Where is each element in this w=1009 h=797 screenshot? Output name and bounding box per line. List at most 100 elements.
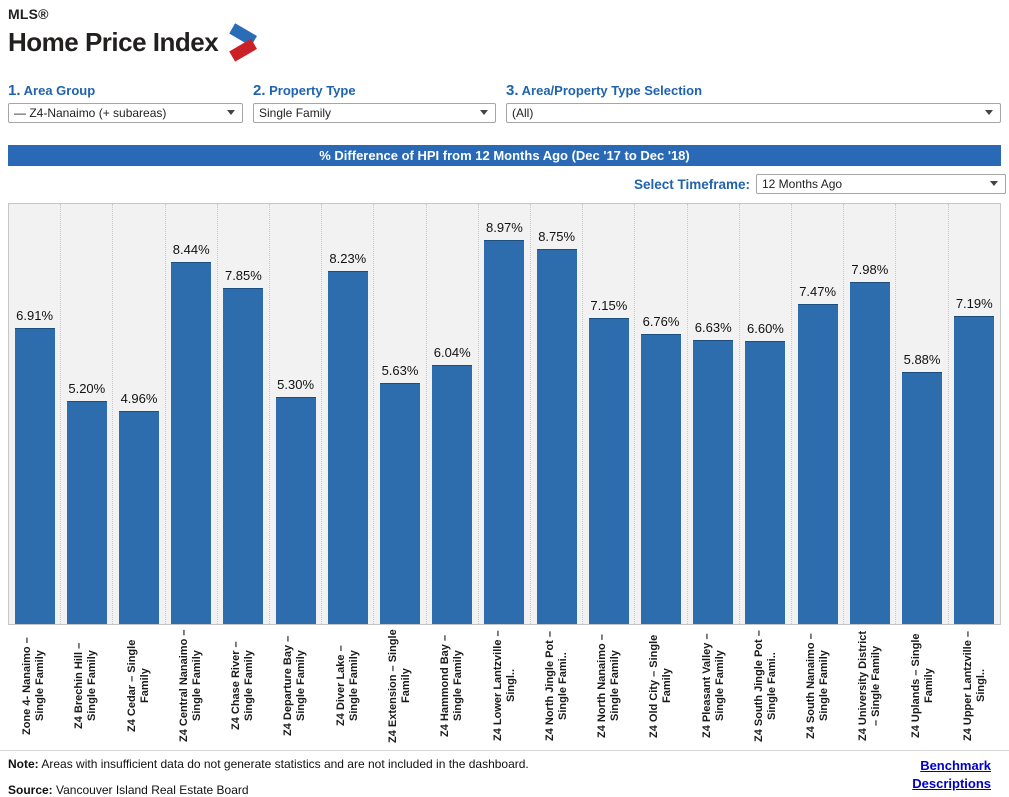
- area-group-label: 1. Area Group: [8, 82, 243, 99]
- x-axis-label-cell: Z4 Extension – Single Family: [374, 625, 426, 748]
- bar[interactable]: [745, 341, 786, 624]
- filter-bar: 1. Area Group — Z4-Nanaimo (+ subareas) …: [8, 82, 1001, 123]
- bar[interactable]: [954, 316, 995, 624]
- bar-chart-x-axis-labels: Zone 4- Nanaimo – Single Family Z4 Brechi…: [8, 625, 1001, 748]
- x-axis-label-cell: Z4 South Nanaimo – Single Family: [792, 625, 844, 748]
- bar-value-label: 6.63%: [694, 320, 732, 335]
- chart-column: 5.88%: [896, 204, 949, 624]
- x-axis-label-cell: Z4 South Jingle Pot – Single Fami..: [740, 625, 792, 748]
- chart-column: 6.91%: [9, 204, 62, 624]
- x-axis-label-cell: Z4 Diver Lake – Single Family: [322, 625, 374, 748]
- chart-title: % Difference of HPI from 12 Months Ago (…: [319, 148, 690, 163]
- benchmark-descriptions-link-block: Benchmark Descriptions: [891, 757, 1001, 797]
- timeframe-select[interactable]: 12 Months Ago: [756, 174, 1006, 194]
- x-axis-label: Z4 University District – Single Family: [857, 630, 883, 742]
- bar-value-label: 7.98%: [851, 262, 889, 277]
- bar-value-label: 6.91%: [16, 308, 54, 323]
- footer: Note: Areas with insufficient data do no…: [0, 750, 1009, 797]
- property-type-label: 2. Property Type: [253, 82, 496, 99]
- bar-value-label: 8.75%: [538, 229, 576, 244]
- bar[interactable]: [275, 397, 316, 624]
- area-property-selection-number: 3.: [506, 82, 519, 99]
- note-text: Areas with insufficient data do not gene…: [38, 757, 529, 771]
- x-axis-label-cell: Z4 Hammond Bay – Single Family: [426, 625, 478, 748]
- chart-column: 6.60%: [740, 204, 793, 624]
- x-axis-label: Z4 Central Nanaimo – Single Family: [177, 629, 203, 743]
- bar[interactable]: [223, 288, 264, 624]
- chart-column: 8.97%: [479, 204, 532, 624]
- chart-column: 4.96%: [113, 204, 166, 624]
- chart-column: 5.20%: [61, 204, 114, 624]
- bar[interactable]: [693, 340, 734, 624]
- chart-column: 7.98%: [844, 204, 897, 624]
- x-axis-label: Z4 Upper Lantzville – Singl..: [961, 630, 987, 742]
- x-axis-label-cell: Z4 Departure Bay – Single Family: [269, 625, 321, 748]
- logo-title-text: Home Price Index: [8, 27, 219, 57]
- chevron-down-icon: [985, 110, 993, 115]
- x-axis-label-cell: Z4 University District – Single Family: [844, 625, 896, 748]
- app-logo: MLS® Home Price Index: [0, 0, 1009, 62]
- x-axis-label: Z4 South Jingle Pot – Single Fami..: [752, 630, 778, 742]
- source-text: Vancouver Island Real Estate Board: [52, 783, 249, 797]
- bar[interactable]: [797, 304, 838, 624]
- x-axis-label: Z4 Cedar – Single Family: [125, 639, 151, 733]
- chart-column: 8.75%: [531, 204, 584, 624]
- benchmark-descriptions-link[interactable]: Descriptions: [912, 776, 991, 791]
- bar-value-label: 7.85%: [224, 268, 262, 283]
- select-timeframe-label: Select Timeframe:: [633, 176, 750, 192]
- bar-value-label: 6.76%: [642, 314, 680, 329]
- x-axis-label: Z4 Extension – Single Family: [386, 629, 412, 743]
- bar[interactable]: [536, 249, 577, 624]
- x-axis-label-cell: Z4 Brechin Hill – Single Family: [60, 625, 112, 748]
- chart-column: 6.76%: [635, 204, 688, 624]
- x-axis-label-cell: Z4 North Nanaimo – Single Family: [583, 625, 635, 748]
- chart-column: 7.85%: [218, 204, 271, 624]
- chart-column: 6.04%: [427, 204, 479, 624]
- area-property-selection-selected-value: (All): [512, 106, 534, 120]
- chart-column: 6.63%: [688, 204, 740, 624]
- bar[interactable]: [641, 334, 682, 624]
- note-line: Note: Areas with insufficient data do no…: [8, 757, 891, 771]
- bar[interactable]: [380, 383, 421, 624]
- property-type-select[interactable]: Single Family: [253, 103, 496, 123]
- area-group-number: 1.: [8, 82, 21, 99]
- benchmark-descriptions-link[interactable]: Benchmark: [920, 758, 991, 773]
- bar[interactable]: [119, 411, 159, 624]
- bar[interactable]: [327, 271, 368, 624]
- bar[interactable]: [588, 318, 629, 624]
- mls-chevron-logo-icon: [229, 23, 258, 62]
- bar-value-label: 4.96%: [120, 391, 158, 406]
- bar[interactable]: [66, 401, 107, 624]
- property-type-number: 2.: [253, 82, 266, 99]
- bar-chart-plot-area: 6.91% 5.20% 4.96% 8.44% 7.85% 5.30% 8.23% 5.63%…: [8, 203, 1001, 625]
- x-axis-label-cell: Z4 North Jingle Pot – Single Fami..: [531, 625, 583, 748]
- bar[interactable]: [14, 328, 55, 624]
- chart-column: 7.19%: [949, 204, 1000, 624]
- timeframe-row: Select Timeframe: 12 Months Ago: [0, 174, 1006, 194]
- chevron-down-icon: [990, 181, 998, 186]
- x-axis-label: Z4 Departure Bay – Single Family: [282, 635, 308, 737]
- x-axis-label: Zone 4- Nanaimo – Single Family: [21, 637, 47, 735]
- bar[interactable]: [902, 372, 943, 624]
- bar-value-label: 5.30%: [277, 377, 315, 392]
- x-axis-label: Z4 Old City – Single Family: [648, 634, 674, 738]
- bar[interactable]: [484, 240, 525, 624]
- x-axis-label: Z4 Brechin Hill – Single Family: [73, 642, 99, 730]
- x-axis-label-cell: Zone 4- Nanaimo – Single Family: [8, 625, 60, 748]
- x-axis-label: Z4 Lower Lantzville – Singl..: [491, 630, 517, 742]
- bar[interactable]: [849, 282, 890, 624]
- bar-value-label: 8.23%: [329, 251, 367, 266]
- bar[interactable]: [432, 365, 473, 624]
- area-group-select[interactable]: — Z4-Nanaimo (+ subareas): [8, 103, 243, 123]
- area-property-selection-label: 3. Area/Property Type Selection: [506, 82, 1001, 99]
- area-group-label-text: Area Group: [20, 83, 96, 98]
- bar-value-label: 7.15%: [590, 298, 628, 313]
- x-axis-label-cell: Z4 Central Nanaimo – Single Family: [165, 625, 217, 748]
- note-label: Note:: [8, 757, 39, 771]
- chart-column: 5.30%: [270, 204, 323, 624]
- bar[interactable]: [171, 262, 212, 624]
- x-axis-label-cell: Z4 Upper Lantzville – Singl..: [949, 625, 1001, 748]
- area-property-selection-select[interactable]: (All): [506, 103, 1001, 123]
- area-group-selected-value: — Z4-Nanaimo (+ subareas): [14, 106, 167, 120]
- x-axis-label-cell: Z4 Lower Lantzville – Singl..: [478, 625, 530, 748]
